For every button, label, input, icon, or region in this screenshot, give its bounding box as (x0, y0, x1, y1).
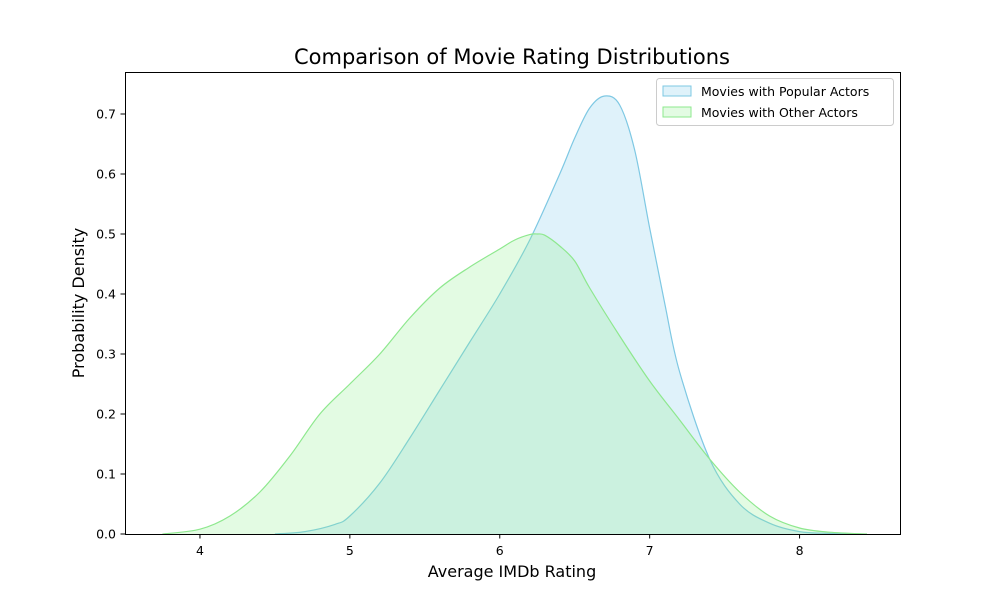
density-area-series-2 (162, 233, 868, 534)
y-tick-label: 0.2 (96, 407, 116, 422)
y-axis-label: Probability Density (69, 228, 88, 379)
density-line-series-2 (162, 233, 868, 535)
chart-title: Comparison of Movie Rating Distributions (294, 45, 730, 69)
density-line-series-1 (274, 95, 860, 535)
legend-swatch-series-2 (662, 106, 692, 118)
y-tick-label: 0.0 (96, 527, 116, 542)
series-areas (162, 95, 868, 535)
y-tick-label: 0.7 (96, 107, 116, 122)
x-tick-label: 8 (796, 543, 804, 558)
y-tick-label: 0.6 (96, 167, 116, 182)
x-tick-label: 6 (496, 543, 504, 558)
legend-swatch-series-1 (662, 85, 692, 97)
legend-box (656, 78, 894, 126)
legend: Movies with Popular Actors Movies with Ot… (656, 78, 894, 126)
density-area-series-1 (274, 95, 860, 535)
x-axis: 4 5 6 7 8 (196, 534, 804, 558)
y-axis: 0.0 0.1 0.2 0.3 0.4 0.5 0.6 0.7 (96, 107, 125, 542)
y-tick-label: 0.5 (96, 227, 116, 242)
x-tick-label: 5 (346, 543, 354, 558)
x-tick-label: 4 (196, 543, 204, 558)
x-axis-label: Average IMDb Rating (428, 562, 596, 581)
y-tick-label: 0.4 (96, 287, 116, 302)
legend-label-series-1: Movies with Popular Actors (701, 84, 869, 99)
legend-label-series-2: Movies with Other Actors (701, 105, 858, 120)
plot-frame (125, 72, 901, 535)
y-tick-label: 0.3 (96, 347, 116, 362)
x-tick-label: 7 (646, 543, 654, 558)
y-tick-label: 0.1 (96, 467, 116, 482)
